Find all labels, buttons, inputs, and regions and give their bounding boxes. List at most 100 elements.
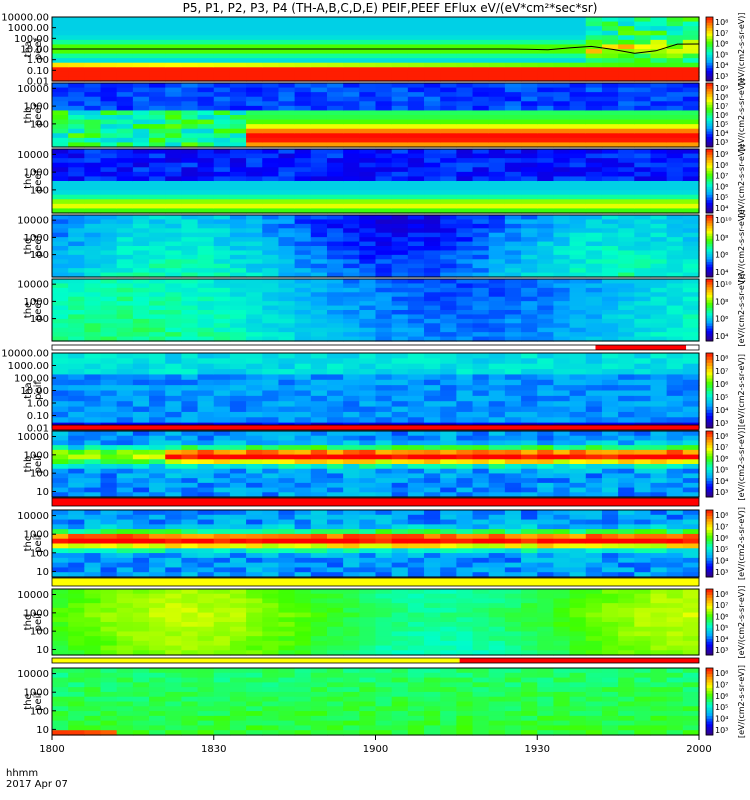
- spectrogram-cell: [262, 268, 280, 274]
- spectrogram-cell: [472, 336, 490, 342]
- spectrogram-cell: [537, 92, 555, 98]
- spectrogram-cell: [424, 572, 441, 578]
- spectrogram-cell: [585, 406, 603, 413]
- spectrogram-cell: [521, 105, 538, 112]
- spectrogram-cell: [213, 171, 231, 178]
- spectrogram-cell: [375, 445, 393, 451]
- spectrogram-cell: [359, 374, 377, 381]
- spectrogram-cell: [165, 524, 183, 530]
- spectrogram-cell: [278, 468, 296, 475]
- spectrogram-cell: [440, 553, 457, 559]
- spectrogram-cell: [326, 562, 344, 569]
- spectrogram-cell: [504, 272, 522, 278]
- spectrogram-cell: [132, 194, 150, 200]
- spectrogram-cell: [375, 292, 393, 298]
- spectrogram-cell: [375, 305, 393, 311]
- spectrogram-cell: [52, 478, 69, 484]
- spectrogram-cell: [294, 215, 312, 221]
- colorbar-swatch: [706, 57, 713, 61]
- spectrogram-cell: [246, 358, 263, 365]
- spectrogram-cell: [246, 390, 263, 397]
- spectrogram-cell: [326, 358, 344, 365]
- spectrogram-cell: [424, 142, 441, 148]
- spectrogram-cell: [618, 26, 635, 32]
- spectrogram-cell: [488, 510, 506, 516]
- spectrogram-cell: [68, 305, 85, 311]
- spectrogram-cell: [569, 62, 587, 68]
- spectrogram-cell: [229, 232, 247, 238]
- spectrogram-cell: [343, 58, 360, 64]
- spectrogram-cell: [197, 557, 215, 564]
- spectrogram-cell: [213, 533, 231, 540]
- spectrogram-cell: [116, 395, 134, 402]
- spectrogram-cell: [440, 96, 457, 102]
- spectrogram-cell: [213, 71, 231, 78]
- spectrogram-cell: [585, 296, 603, 302]
- spectrogram-cell: [68, 514, 85, 521]
- colorbar-swatch: [706, 144, 713, 148]
- spectrogram-cell: [229, 124, 247, 130]
- spectrogram-cell: [569, 26, 587, 32]
- colorbar-swatch: [706, 399, 713, 404]
- spectrogram-cell: [537, 58, 555, 64]
- spectrogram-cell: [537, 101, 555, 107]
- spectrogram-cell: [213, 492, 231, 498]
- spectrogram-cell: [553, 514, 571, 521]
- colorbar-tick-label: 10⁴: [715, 129, 728, 138]
- spectrogram-cell: [52, 650, 69, 656]
- spectrogram-cell: [116, 411, 134, 418]
- spectrogram-cell: [132, 572, 150, 578]
- spectrogram-cell: [634, 323, 652, 329]
- spectrogram-cell: [229, 223, 247, 229]
- spectrogram-cell: [375, 538, 393, 545]
- spectrogram-cell: [149, 128, 166, 134]
- spectrogram-cell: [504, 279, 522, 285]
- spectrogram-cell: [569, 318, 587, 324]
- spectrogram-cell: [229, 105, 247, 112]
- colorbar-swatch: [706, 284, 713, 288]
- spectrogram-cell: [634, 53, 652, 59]
- spectrogram-cell: [634, 543, 652, 549]
- spectrogram-cell: [68, 167, 85, 173]
- spectrogram-cell: [553, 548, 571, 554]
- spectrogram-cell: [407, 190, 425, 196]
- spectrogram-cell: [407, 26, 425, 32]
- y-tick-label: 100: [30, 185, 49, 196]
- spectrogram-cell: [181, 35, 199, 41]
- spectrogram-cell: [504, 237, 522, 243]
- spectrogram-cell: [84, 105, 102, 112]
- spectrogram-cell: [521, 538, 538, 545]
- spectrogram-cell: [294, 167, 312, 173]
- spectrogram-cell: [650, 158, 668, 164]
- spectrogram-cell: [84, 553, 102, 559]
- spectrogram-cell: [278, 379, 296, 386]
- spectrogram-cell: [504, 390, 522, 397]
- spectrogram-cell: [197, 287, 215, 293]
- spectrogram-cell: [666, 435, 684, 442]
- spectrogram-cell: [569, 167, 587, 173]
- chart-title: P5, P1, P2, P3, P4 (TH-A,B,C,D,E) PEIF,P…: [183, 1, 598, 15]
- spectrogram-cell: [52, 44, 69, 50]
- spectrogram-cell: [326, 323, 344, 329]
- spectrogram-cell: [165, 39, 183, 46]
- spectrogram-cell: [682, 336, 700, 342]
- spectrogram-cell: [278, 529, 296, 535]
- spectrogram-cell: [213, 562, 231, 569]
- spectrogram-cell: [359, 487, 377, 493]
- spectrogram-cell: [149, 199, 166, 205]
- panel-frame: [51, 430, 700, 498]
- spectrogram-cell: [229, 215, 247, 221]
- spectrogram-cell: [149, 478, 166, 484]
- spectrogram-cell: [310, 171, 328, 178]
- spectrogram-cell: [310, 115, 328, 121]
- spectrogram-cell: [84, 417, 102, 424]
- spectrogram-cell: [326, 171, 344, 178]
- spectrogram-cell: [326, 215, 344, 221]
- colorbar-swatch: [706, 304, 713, 308]
- spectrogram-cell: [472, 232, 490, 238]
- colorbar-tick-label: 10⁶: [715, 182, 728, 191]
- spectrogram-cell: [359, 401, 377, 408]
- spectrogram-cell: [310, 296, 328, 302]
- spectrogram-cell: [165, 219, 183, 225]
